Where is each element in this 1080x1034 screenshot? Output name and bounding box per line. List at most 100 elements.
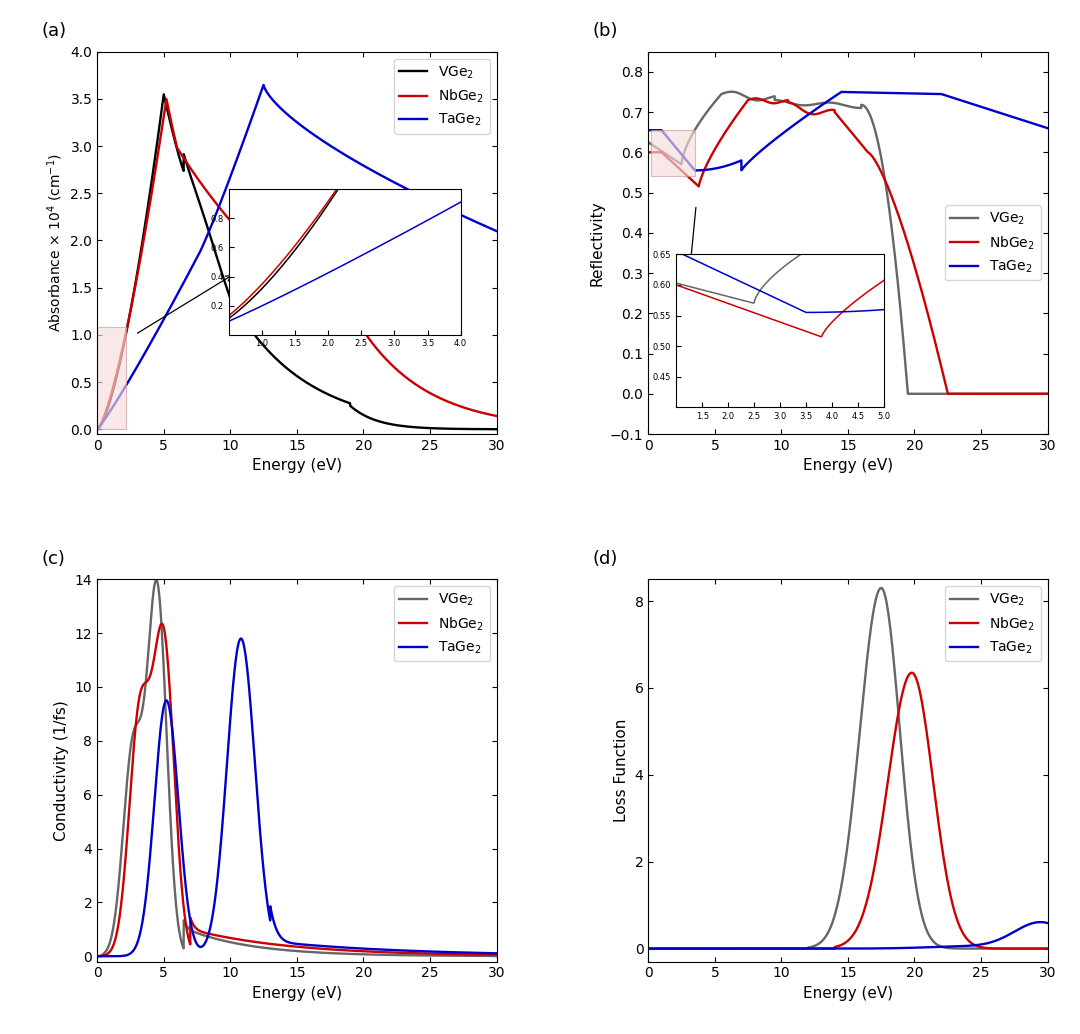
Text: (a): (a) bbox=[41, 23, 66, 40]
NbGe$_2$ bbox=[990, 388, 1003, 400]
VGe$_2$ bbox=[1041, 942, 1054, 954]
TaGe$_2$ bbox=[244, 698, 257, 710]
VGe$_2$ bbox=[795, 99, 808, 112]
TaGe$_2$ bbox=[642, 124, 654, 136]
NbGe$_2$ bbox=[812, 108, 825, 120]
Text: (d): (d) bbox=[592, 550, 618, 568]
VGe$_2$ bbox=[812, 97, 825, 110]
VGe$_2$ bbox=[812, 938, 825, 950]
TaGe$_2$ bbox=[688, 164, 701, 177]
VGe$_2$ bbox=[795, 942, 808, 954]
TaGe$_2$ bbox=[642, 942, 654, 954]
TaGe$_2$ bbox=[244, 116, 257, 128]
NbGe$_2$ bbox=[91, 950, 104, 963]
Line: VGe$_2$: VGe$_2$ bbox=[97, 94, 497, 429]
X-axis label: Energy (eV): Energy (eV) bbox=[802, 986, 893, 1001]
Line: NbGe$_2$: NbGe$_2$ bbox=[648, 673, 1048, 948]
Text: (b): (b) bbox=[592, 23, 618, 40]
NbGe$_2$ bbox=[244, 935, 257, 947]
VGe$_2$ bbox=[440, 949, 453, 962]
VGe$_2$ bbox=[160, 100, 173, 113]
VGe$_2$ bbox=[990, 388, 1003, 400]
TaGe$_2$ bbox=[795, 114, 808, 126]
Line: NbGe$_2$: NbGe$_2$ bbox=[97, 624, 497, 956]
TaGe$_2$ bbox=[1034, 916, 1047, 929]
NbGe$_2$ bbox=[136, 239, 149, 251]
TaGe$_2$ bbox=[440, 946, 453, 959]
NbGe$_2$ bbox=[160, 93, 173, 105]
TaGe$_2$ bbox=[257, 79, 270, 91]
TaGe$_2$ bbox=[1041, 917, 1054, 930]
VGe$_2$ bbox=[136, 234, 149, 246]
Line: VGe$_2$: VGe$_2$ bbox=[648, 92, 1048, 394]
VGe$_2$ bbox=[875, 582, 888, 595]
TaGe$_2$ bbox=[812, 101, 825, 114]
NbGe$_2$ bbox=[440, 948, 453, 961]
NbGe$_2$ bbox=[440, 395, 453, 407]
VGe$_2$ bbox=[711, 942, 724, 954]
NbGe$_2$ bbox=[490, 948, 503, 961]
NbGe$_2$ bbox=[490, 409, 503, 422]
TaGe$_2$ bbox=[795, 942, 808, 954]
NbGe$_2$ bbox=[711, 942, 724, 954]
NbGe$_2$ bbox=[750, 92, 762, 104]
NbGe$_2$ bbox=[642, 942, 654, 954]
Legend: VGe$_2$, NbGe$_2$, TaGe$_2$: VGe$_2$, NbGe$_2$, TaGe$_2$ bbox=[945, 206, 1041, 280]
VGe$_2$ bbox=[440, 423, 453, 435]
NbGe$_2$ bbox=[687, 942, 700, 954]
Y-axis label: Absorbance × 10$^4$ (cm$^{-1}$): Absorbance × 10$^4$ (cm$^{-1}$) bbox=[45, 153, 65, 332]
TaGe$_2$ bbox=[990, 934, 1003, 946]
TaGe$_2$ bbox=[91, 950, 104, 963]
NbGe$_2$ bbox=[483, 948, 496, 961]
TaGe$_2$ bbox=[483, 947, 496, 960]
VGe$_2$ bbox=[711, 92, 724, 104]
TaGe$_2$ bbox=[136, 351, 149, 363]
Line: TaGe$_2$: TaGe$_2$ bbox=[97, 639, 497, 956]
Y-axis label: Loss Function: Loss Function bbox=[615, 719, 629, 822]
Legend: VGe$_2$, NbGe$_2$, TaGe$_2$: VGe$_2$, NbGe$_2$, TaGe$_2$ bbox=[394, 586, 489, 662]
TaGe$_2$ bbox=[440, 202, 453, 214]
TaGe$_2$ bbox=[160, 694, 173, 706]
Legend: VGe$_2$, NbGe$_2$, TaGe$_2$: VGe$_2$, NbGe$_2$, TaGe$_2$ bbox=[945, 586, 1041, 662]
NbGe$_2$ bbox=[795, 103, 808, 116]
X-axis label: Energy (eV): Energy (eV) bbox=[802, 458, 893, 474]
VGe$_2$ bbox=[244, 940, 257, 952]
VGe$_2$ bbox=[642, 942, 654, 954]
NbGe$_2$ bbox=[91, 423, 104, 435]
Legend: VGe$_2$, NbGe$_2$, TaGe$_2$: VGe$_2$, NbGe$_2$, TaGe$_2$ bbox=[394, 59, 489, 133]
Line: TaGe$_2$: TaGe$_2$ bbox=[97, 85, 497, 429]
NbGe$_2$ bbox=[1034, 942, 1047, 954]
TaGe$_2$ bbox=[160, 308, 173, 321]
NbGe$_2$ bbox=[990, 942, 1003, 954]
NbGe$_2$ bbox=[795, 942, 808, 954]
VGe$_2$ bbox=[483, 423, 496, 435]
TaGe$_2$ bbox=[835, 86, 848, 98]
NbGe$_2$ bbox=[812, 942, 825, 954]
VGe$_2$ bbox=[725, 86, 738, 98]
X-axis label: Energy (eV): Energy (eV) bbox=[252, 458, 342, 474]
NbGe$_2$ bbox=[261, 938, 274, 950]
TaGe$_2$ bbox=[483, 221, 496, 234]
NbGe$_2$ bbox=[156, 617, 168, 630]
TaGe$_2$ bbox=[490, 947, 503, 960]
TaGe$_2$ bbox=[687, 942, 700, 954]
VGe$_2$ bbox=[990, 942, 1003, 954]
Line: NbGe$_2$: NbGe$_2$ bbox=[648, 98, 1048, 394]
VGe$_2$ bbox=[687, 942, 700, 954]
TaGe$_2$ bbox=[711, 161, 724, 174]
VGe$_2$ bbox=[490, 423, 503, 435]
VGe$_2$ bbox=[261, 942, 274, 954]
VGe$_2$ bbox=[158, 88, 171, 100]
TaGe$_2$ bbox=[91, 423, 104, 435]
NbGe$_2$ bbox=[483, 408, 496, 421]
VGe$_2$ bbox=[91, 950, 104, 963]
TaGe$_2$ bbox=[261, 87, 274, 99]
NbGe$_2$ bbox=[905, 667, 918, 679]
VGe$_2$ bbox=[902, 388, 915, 400]
VGe$_2$ bbox=[150, 574, 163, 586]
Line: NbGe$_2$: NbGe$_2$ bbox=[97, 99, 497, 429]
TaGe$_2$ bbox=[261, 900, 274, 912]
NbGe$_2$ bbox=[160, 641, 173, 653]
VGe$_2$ bbox=[687, 125, 700, 138]
VGe$_2$ bbox=[136, 701, 149, 713]
